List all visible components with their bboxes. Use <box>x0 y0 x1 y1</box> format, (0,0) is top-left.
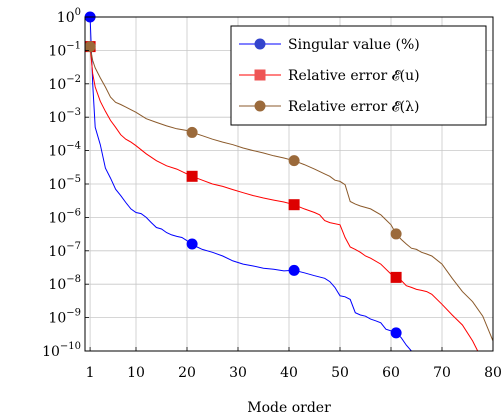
series-line-3 <box>89 46 493 342</box>
x-tick-label: 10 <box>127 365 145 381</box>
y-tick-label: 10−1 <box>48 40 81 59</box>
series-marker-2 <box>390 271 402 283</box>
series-marker-3 <box>288 155 300 167</box>
series-marker-1 <box>186 238 198 250</box>
legend-label-2: Relative error 𝓔(u) <box>288 68 420 84</box>
x-tick-labels: 1 10 20 30 40 50 60 70 80 <box>86 347 502 381</box>
x-tick-label: 1 <box>86 365 95 381</box>
x-tick-label: 40 <box>280 365 298 381</box>
series-marker-1 <box>390 327 402 339</box>
series-marker-2 <box>288 199 300 211</box>
y-tick-label: 10−2 <box>48 74 81 93</box>
series-line-1 <box>89 17 412 351</box>
legend: Singular value (%) Relative error 𝓔(u) Rel… <box>230 25 487 126</box>
legend-label-1: Singular value (%) <box>288 37 420 53</box>
x-tick-label: 30 <box>229 365 247 381</box>
y-tick-label: 10−6 <box>48 207 81 226</box>
legend-marker-1 <box>254 38 266 50</box>
x-tick-label: 70 <box>433 365 451 381</box>
x-tick-label: 60 <box>382 365 400 381</box>
y-tick-label: 10−4 <box>48 141 81 160</box>
x-tick-label: 20 <box>178 365 196 381</box>
series-marker-1 <box>288 264 300 276</box>
series-marker-3 <box>186 126 198 138</box>
y-tick-label: 100 <box>57 7 81 26</box>
legend-marker-2 <box>254 69 266 81</box>
y-tick-label: 10−10 <box>42 341 81 360</box>
legend-marker-3 <box>254 100 266 112</box>
series-marker-3 <box>390 228 402 240</box>
y-tick-label: 10−9 <box>48 308 81 327</box>
y-tick-label: 10−5 <box>48 174 81 193</box>
x-tick-label: 80 <box>484 365 502 381</box>
series-marker-2 <box>186 170 198 182</box>
legend-label-3: Relative error 𝓔(λ) <box>288 99 419 115</box>
y-tick-label: 10−3 <box>48 107 81 126</box>
y-tick-label: 10−8 <box>48 274 81 293</box>
y-tick-labels: 100 10−1 10−2 10−3 10−4 10−5 10−6 10−7 10−8 10−9 1… <box>42 7 89 360</box>
y-tick-label: 10−7 <box>48 241 81 260</box>
series-marker-3 <box>84 41 96 53</box>
x-tick-label: 50 <box>331 365 349 381</box>
x-axis-label: Mode order <box>247 400 331 416</box>
